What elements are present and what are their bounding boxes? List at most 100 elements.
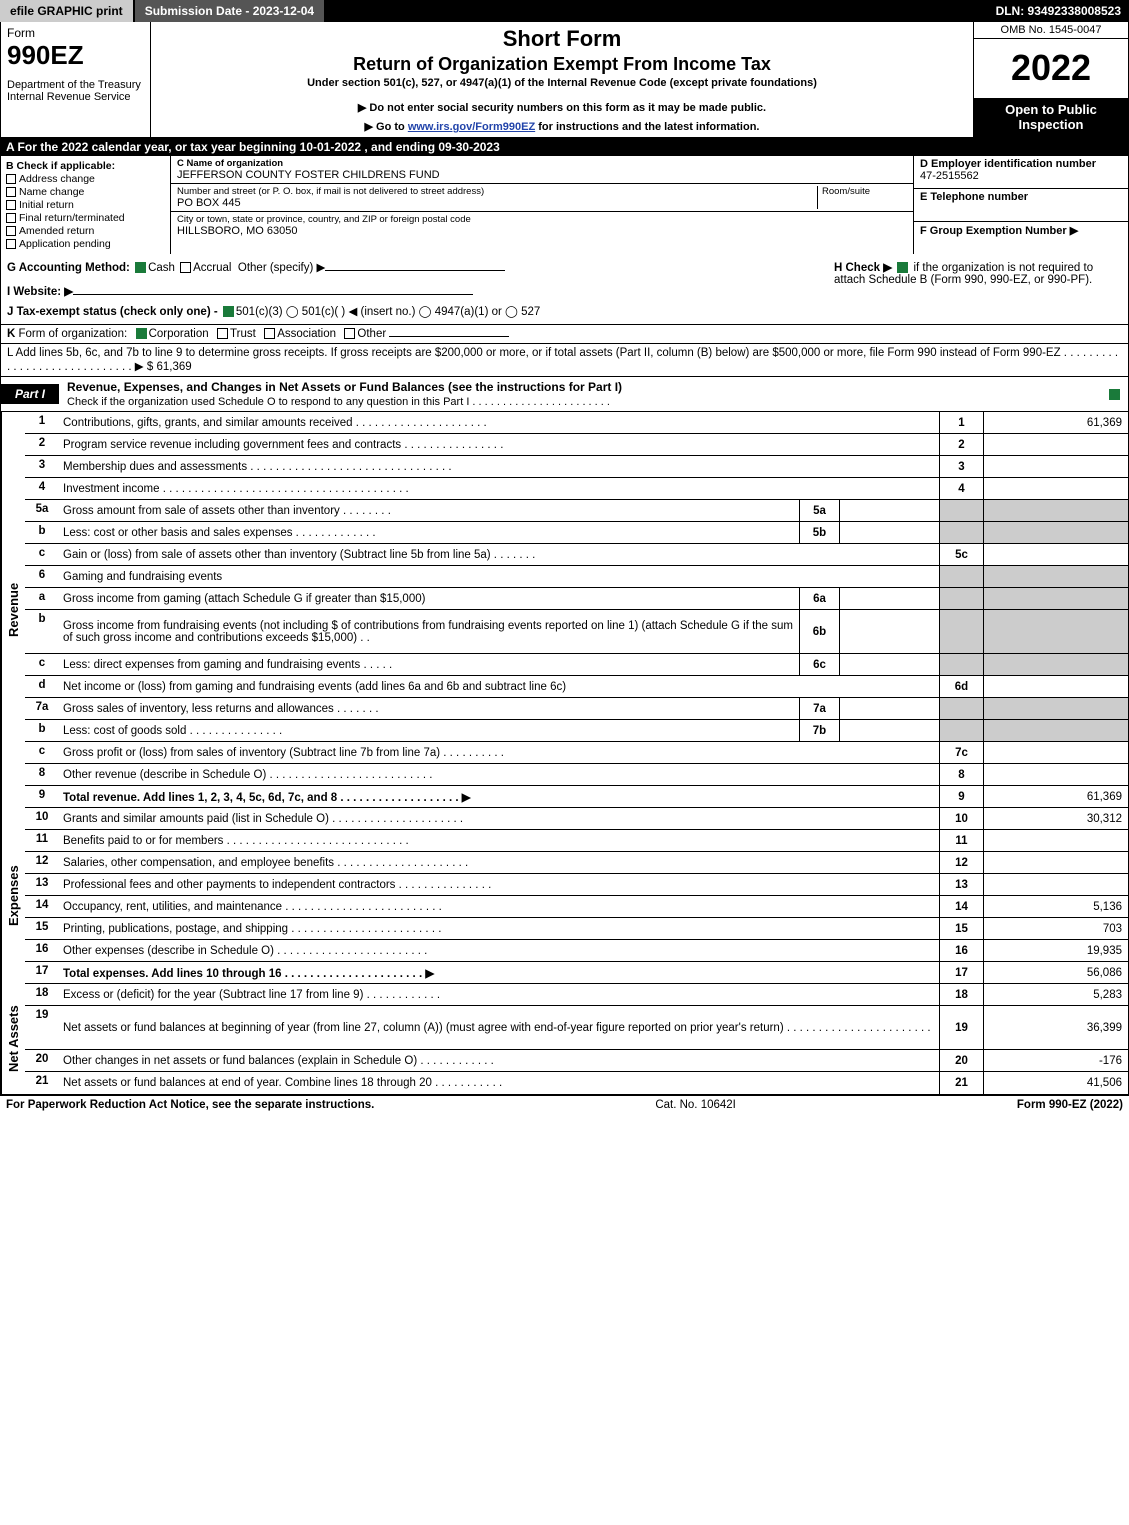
line-19: 19Net assets or fund balances at beginni… bbox=[25, 1006, 1128, 1050]
checkbox-address-change[interactable] bbox=[6, 174, 16, 184]
form-title: Short Form bbox=[159, 26, 965, 52]
f-label: F Group Exemption Number ▶ bbox=[920, 225, 1078, 237]
line-18: 18Excess or (deficit) for the year (Subt… bbox=[25, 984, 1128, 1006]
g-label: G Accounting Method: bbox=[7, 262, 130, 274]
form-number: 990EZ bbox=[7, 40, 144, 71]
line-17: 17Total expenses. Add lines 10 through 1… bbox=[25, 962, 1128, 984]
checkbox-trust[interactable] bbox=[217, 328, 228, 339]
org-name: JEFFERSON COUNTY FOSTER CHILDRENS FUND bbox=[177, 169, 907, 181]
header-right: OMB No. 1545-0047 2022 Open to Public In… bbox=[973, 22, 1128, 137]
footer-left: For Paperwork Reduction Act Notice, see … bbox=[6, 1099, 374, 1111]
line-4: 4Investment income . . . . . . . . . . .… bbox=[25, 478, 1128, 500]
section-b: B Check if applicable: Address change Na… bbox=[1, 156, 171, 254]
line-11: 11Benefits paid to or for members . . . … bbox=[25, 830, 1128, 852]
opt-app-pending: Application pending bbox=[19, 238, 111, 250]
line-7b: bLess: cost of goods sold . . . . . . . … bbox=[25, 720, 1128, 742]
checkbox-other[interactable] bbox=[344, 328, 355, 339]
omb-number: OMB No. 1545-0047 bbox=[974, 22, 1128, 39]
opt-address-change: Address change bbox=[19, 173, 95, 185]
line-5c: cGain or (loss) from sale of assets othe… bbox=[25, 544, 1128, 566]
checkbox-schedule-o[interactable] bbox=[1109, 389, 1120, 400]
line-13: 13Professional fees and other payments t… bbox=[25, 874, 1128, 896]
j-label: J Tax-exempt status (check only one) - bbox=[7, 306, 218, 318]
b-label: B Check if applicable: bbox=[6, 160, 115, 172]
instructions-link-line: ▶ Go to www.irs.gov/Form990EZ for instru… bbox=[159, 120, 965, 133]
checkbox-amended[interactable] bbox=[6, 226, 16, 236]
net-assets-side-label: Net Assets bbox=[1, 984, 25, 1094]
irs-link[interactable]: www.irs.gov/Form990EZ bbox=[408, 121, 535, 133]
line-15: 15Printing, publications, postage, and s… bbox=[25, 918, 1128, 940]
part-i-header: Part I Revenue, Expenses, and Changes in… bbox=[0, 377, 1129, 412]
section-c: C Name of organization JEFFERSON COUNTY … bbox=[171, 156, 913, 254]
opt-accrual: Accrual bbox=[193, 262, 231, 274]
row-a-tax-year: A For the 2022 calendar year, or tax yea… bbox=[0, 138, 1129, 156]
checkbox-cash[interactable] bbox=[135, 262, 146, 273]
opt-cash: Cash bbox=[148, 262, 175, 274]
tax-year: 2022 bbox=[974, 39, 1128, 98]
expenses-table: Expenses 10Grants and similar amounts pa… bbox=[0, 808, 1129, 984]
row-k: K Form of organization: K Form of organi… bbox=[0, 325, 1129, 344]
part-i-sub: Check if the organization used Schedule … bbox=[67, 396, 610, 408]
part-i-tag: Part I bbox=[1, 384, 59, 404]
h-label: H Check ▶ bbox=[834, 262, 892, 274]
l-value: 61,369 bbox=[156, 361, 191, 373]
line-12: 12Salaries, other compensation, and empl… bbox=[25, 852, 1128, 874]
line-8: 8Other revenue (describe in Schedule O) … bbox=[25, 764, 1128, 786]
line-2: 2Program service revenue including gover… bbox=[25, 434, 1128, 456]
dln: DLN: 93492338008523 bbox=[988, 0, 1129, 22]
line-1: 1Contributions, gifts, grants, and simil… bbox=[25, 412, 1128, 434]
checkbox-accrual[interactable] bbox=[180, 262, 191, 273]
opt-amended: Amended return bbox=[19, 225, 94, 237]
checkbox-501c3[interactable] bbox=[223, 306, 234, 317]
checkbox-app-pending[interactable] bbox=[6, 239, 16, 249]
section-d-e-f: D Employer identification number 47-2515… bbox=[913, 156, 1128, 254]
room-label: Room/suite bbox=[822, 186, 907, 197]
revenue-side-label: Revenue bbox=[1, 412, 25, 808]
city-label: City or town, state or province, country… bbox=[177, 214, 907, 225]
revenue-table: Revenue 1Contributions, gifts, grants, a… bbox=[0, 412, 1129, 808]
form-header: Form 990EZ Department of the Treasury In… bbox=[0, 22, 1129, 138]
checkbox-assoc[interactable] bbox=[264, 328, 275, 339]
line-6c: cLess: direct expenses from gaming and f… bbox=[25, 654, 1128, 676]
line-3: 3Membership dues and assessments . . . .… bbox=[25, 456, 1128, 478]
line-6b: bGross income from fundraising events (n… bbox=[25, 610, 1128, 654]
top-bar: efile GRAPHIC print Submission Date - 20… bbox=[0, 0, 1129, 22]
dept-label: Department of the Treasury Internal Reve… bbox=[7, 79, 144, 103]
line-21: 21Net assets or fund balances at end of … bbox=[25, 1072, 1128, 1094]
checkbox-initial-return[interactable] bbox=[6, 200, 16, 210]
line-16: 16Other expenses (describe in Schedule O… bbox=[25, 940, 1128, 962]
checkbox-corp[interactable] bbox=[136, 328, 147, 339]
j-options: 501(c)(3) ◯ 501(c)( ) ◀ (insert no.) ◯ 4… bbox=[236, 306, 540, 318]
line-6a: aGross income from gaming (attach Schedu… bbox=[25, 588, 1128, 610]
header-left: Form 990EZ Department of the Treasury In… bbox=[1, 22, 151, 137]
checkbox-h[interactable] bbox=[897, 262, 908, 273]
c-label: C Name of organization bbox=[177, 158, 283, 169]
opt-name-change: Name change bbox=[19, 186, 84, 198]
org-address: PO BOX 445 bbox=[177, 197, 817, 209]
expenses-side-label: Expenses bbox=[1, 808, 25, 984]
line-20: 20Other changes in net assets or fund ba… bbox=[25, 1050, 1128, 1072]
header-middle: Short Form Return of Organization Exempt… bbox=[151, 22, 973, 137]
section-g-h-i-j: G Accounting Method: Cash Accrual Other … bbox=[0, 254, 1129, 325]
form-subtitle: Return of Organization Exempt From Incom… bbox=[159, 54, 965, 75]
line-14: 14Occupancy, rent, utilities, and mainte… bbox=[25, 896, 1128, 918]
addr-label: Number and street (or P. O. box, if mail… bbox=[177, 186, 817, 197]
e-label: E Telephone number bbox=[920, 191, 1028, 203]
line-10: 10Grants and similar amounts paid (list … bbox=[25, 808, 1128, 830]
checkbox-name-change[interactable] bbox=[6, 187, 16, 197]
efile-print-button[interactable]: efile GRAPHIC print bbox=[0, 0, 135, 22]
section-b-through-f: B Check if applicable: Address change Na… bbox=[0, 156, 1129, 254]
ssn-warning: ▶ Do not enter social security numbers o… bbox=[159, 101, 965, 114]
net-assets-table: Net Assets 18Excess or (deficit) for the… bbox=[0, 984, 1129, 1095]
ein-value: 47-2515562 bbox=[920, 170, 979, 182]
line-9: 9Total revenue. Add lines 1, 2, 3, 4, 5c… bbox=[25, 786, 1128, 808]
opt-final-return: Final return/terminated bbox=[19, 212, 125, 224]
form-section-note: Under section 501(c), 527, or 4947(a)(1)… bbox=[159, 77, 965, 89]
link-pre: ▶ Go to bbox=[365, 121, 408, 133]
row-l: L Add lines 5b, 6c, and 7b to line 9 to … bbox=[0, 344, 1129, 377]
d-label: D Employer identification number bbox=[920, 158, 1096, 170]
footer-right: Form 990-EZ (2022) bbox=[1017, 1099, 1123, 1111]
checkbox-final-return[interactable] bbox=[6, 213, 16, 223]
link-post: for instructions and the latest informat… bbox=[535, 121, 759, 133]
line-6: 6Gaming and fundraising events bbox=[25, 566, 1128, 588]
